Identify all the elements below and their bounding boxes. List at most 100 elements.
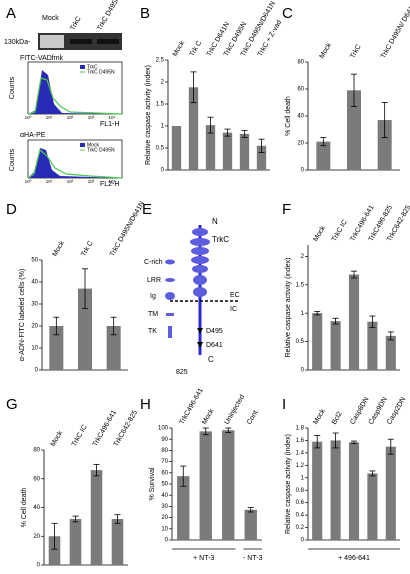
x-tick-label: Trk C	[80, 240, 94, 258]
y-tick-label: 70	[161, 459, 168, 465]
y-tick-label: 1	[301, 311, 305, 317]
error-bar	[247, 507, 254, 513]
y-tick-label: 0	[35, 368, 39, 374]
y-tick-label: 0	[301, 538, 305, 544]
y-tick-label: 80	[33, 448, 40, 454]
x-tick-label: TrkC D495N/D641N	[109, 200, 146, 258]
error-bar	[53, 316, 60, 336]
legend-shape	[165, 278, 175, 282]
y-tick-label: 10	[31, 346, 38, 352]
node-label: IC	[230, 306, 237, 313]
chart-panel: I 0 0.2 0.4 0.6 0.8 1 1.2 1.4 1.6 1.8 Relative casp…	[282, 396, 407, 562]
node-label: EC	[230, 292, 240, 299]
y-tick-label: 40	[297, 114, 304, 120]
annotation: + 496-641	[338, 555, 370, 562]
chart-panel: B 0 0.5 1 1.5 2 2.5 Relative caspase activity (…	[140, 0, 283, 173]
panel-letter: A	[6, 5, 16, 22]
bar	[111, 519, 124, 565]
x-label: FL2-H	[100, 181, 119, 188]
y-axis-label: % Cell death	[285, 96, 292, 136]
y-tick-label: 1	[161, 124, 165, 130]
node-label: N	[212, 217, 218, 226]
node-label: D495	[206, 328, 223, 335]
error-bar	[351, 270, 357, 279]
error-bar	[332, 317, 339, 325]
y-tick-label: 2	[161, 80, 165, 86]
blot-lane	[40, 35, 64, 48]
x-tick-label: 10⁰	[25, 179, 32, 184]
bar	[106, 326, 121, 370]
y-tick-label: 0	[301, 168, 305, 174]
panel-letter: E	[142, 201, 152, 218]
y-axis-label: % Cell death	[21, 488, 28, 528]
error-bar	[225, 427, 232, 433]
y-tick-label: 40	[161, 493, 168, 499]
bar	[188, 87, 199, 170]
y-tick-label: 30	[31, 302, 38, 308]
domain	[191, 247, 209, 255]
error-bar	[387, 331, 394, 341]
error-bar	[314, 311, 321, 316]
lane-label: TrkC D495N	[96, 0, 121, 32]
error-bar	[351, 73, 357, 107]
x-tick-label: TrkC D495N/ D641N	[380, 1, 410, 60]
y-axis-label: Relative caspase activity (index)	[285, 434, 292, 534]
error-bar	[190, 71, 197, 104]
y-tick-label: 20	[33, 534, 40, 540]
x-tick-label: 10²	[67, 179, 74, 184]
panel-a: A 130kDa- Mock TrkC TrkC D495N FITC-VADf…	[4, 0, 123, 188]
x-tick-label: Mock	[319, 42, 334, 60]
error-bar	[180, 465, 187, 487]
chart-panel: H 0 10 20 30 40 50 60 70 80 90 100 % Survival TrkC496…	[140, 387, 263, 562]
bar	[78, 288, 92, 370]
y-tick-label: 1.8	[296, 426, 305, 432]
x-label: FL1-H	[100, 121, 119, 128]
bar	[244, 509, 257, 540]
y-tick-label: 80	[297, 60, 304, 66]
bar	[205, 125, 216, 170]
y-tick-label: 0.2	[296, 525, 305, 531]
bar	[69, 519, 82, 565]
domain	[192, 228, 208, 236]
bar	[222, 132, 233, 170]
x-tick-label: Trk C	[189, 40, 203, 58]
bar	[348, 274, 360, 370]
legend-shape	[166, 313, 174, 316]
y-tick-label: 10	[161, 526, 168, 532]
chart-panel: D 0 10 20 30 40 50 α-ADN-FITC labeled cells (%)…	[6, 200, 146, 373]
y-tick-label: 40	[31, 280, 38, 286]
y-tick-label: 40	[33, 505, 40, 511]
y-tick-label: 90	[161, 437, 168, 443]
x-tick-label: 10¹	[46, 115, 53, 120]
y-tick-label: 0	[37, 563, 41, 569]
bar	[239, 133, 250, 170]
y-tick-label: 0.4	[296, 513, 305, 519]
x-tick-label: Mock	[52, 240, 67, 258]
y-tick-label: 0.6	[296, 500, 305, 506]
y-label: Counts	[9, 148, 16, 171]
hist-title: αHA-PE	[20, 132, 46, 139]
node-label: TM	[148, 311, 158, 318]
domain	[191, 256, 209, 264]
y-tick-label: 20	[161, 515, 168, 521]
blot-band	[97, 39, 119, 44]
y-tick-label: 1.2	[296, 463, 305, 469]
error-bar	[51, 522, 58, 550]
error-bar	[241, 129, 248, 138]
error-bar	[207, 116, 214, 134]
error-bar	[202, 427, 209, 436]
y-tick-label: 20	[31, 324, 38, 330]
y-axis-label: Relative caspase activity (index)	[145, 65, 152, 165]
node-label: C-rich	[144, 259, 163, 266]
panel-letter: G	[6, 396, 18, 413]
bar	[347, 90, 361, 170]
error-bar	[72, 515, 79, 523]
error-bar	[332, 432, 339, 449]
x-tick-label: Mock	[312, 225, 327, 243]
error-bar	[114, 514, 121, 524]
legend-shape	[165, 259, 175, 265]
legend-label: Mock	[87, 142, 99, 148]
bar	[90, 470, 103, 565]
